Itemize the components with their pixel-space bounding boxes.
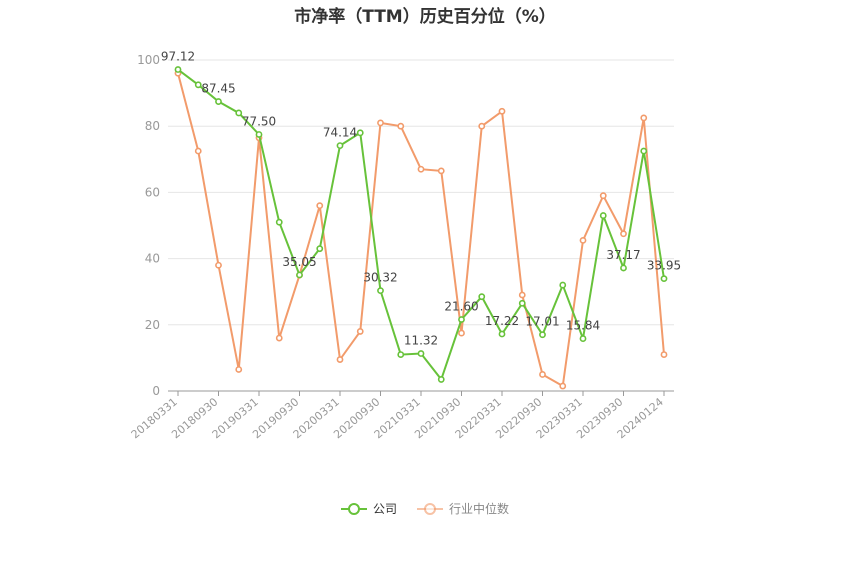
- data-point[interactable]: [437, 167, 445, 175]
- data-point[interactable]: [397, 351, 405, 358]
- data-point[interactable]: [397, 122, 405, 130]
- series-layer: [174, 66, 668, 390]
- data-point[interactable]: [518, 299, 526, 307]
- data-label: 87.45: [201, 82, 235, 96]
- data-label: 21.60: [444, 300, 478, 314]
- legend-item[interactable]: 行业中位数: [417, 500, 509, 517]
- data-labels: 97.12 87.45 77.50 35.05 74.14 30.32 11.32 21.60…: [161, 50, 681, 348]
- data-point[interactable]: [539, 371, 546, 378]
- data-label: 17.01: [525, 315, 559, 329]
- data-label: 77.50: [242, 114, 276, 128]
- data-point[interactable]: [377, 119, 384, 127]
- data-point[interactable]: [417, 165, 425, 173]
- data-point[interactable]: [660, 351, 668, 358]
- data-point[interactable]: [356, 129, 364, 137]
- data-label: 97.12: [161, 50, 195, 64]
- legend-item[interactable]: 公司: [340, 500, 397, 517]
- axes: 0204060801002018033120180930201903312019…: [129, 53, 674, 441]
- data-label: 30.32: [363, 271, 397, 285]
- data-point[interactable]: [377, 287, 384, 295]
- data-label: 15.84: [566, 319, 600, 333]
- data-point[interactable]: [579, 236, 587, 244]
- data-point[interactable]: [235, 109, 243, 117]
- y-tick-label: 20: [145, 318, 160, 332]
- data-point[interactable]: [640, 147, 648, 155]
- data-point[interactable]: [458, 316, 465, 323]
- data-point[interactable]: [478, 293, 486, 301]
- legend-label: 公司: [372, 502, 397, 516]
- data-point[interactable]: [620, 230, 627, 238]
- y-tick-label: 40: [145, 252, 160, 266]
- data-point[interactable]: [498, 107, 506, 115]
- data-point[interactable]: [316, 202, 324, 210]
- data-point[interactable]: [417, 350, 425, 357]
- y-tick-label: 0: [152, 384, 160, 398]
- data-label: 35.05: [282, 255, 316, 269]
- data-point[interactable]: [336, 356, 344, 363]
- data-point[interactable]: [275, 218, 283, 226]
- data-label: 74.14: [323, 126, 357, 140]
- data-label: 33.95: [647, 259, 681, 273]
- data-point[interactable]: [660, 275, 668, 283]
- data-point[interactable]: [336, 142, 344, 149]
- legend-label: 行业中位数: [449, 502, 510, 516]
- data-point[interactable]: [194, 81, 202, 89]
- data-point[interactable]: [194, 147, 202, 155]
- data-point[interactable]: [620, 264, 627, 272]
- data-point[interactable]: [215, 261, 222, 269]
- data-point[interactable]: [559, 281, 567, 289]
- legend: 公司 行业中位数: [0, 500, 850, 519]
- data-point[interactable]: [579, 335, 587, 342]
- data-label: 17.22: [485, 314, 519, 328]
- data-point[interactable]: [599, 212, 607, 219]
- data-point[interactable]: [215, 98, 222, 105]
- legend-symbol-icon: [417, 502, 443, 516]
- data-point[interactable]: [559, 382, 567, 390]
- data-point[interactable]: [275, 334, 283, 342]
- y-tick-label: 100: [137, 53, 160, 67]
- data-point[interactable]: [599, 192, 607, 200]
- legend-symbol-icon: [340, 502, 367, 516]
- chart-title: 市净率（TTM）历史百分位（%）: [294, 7, 556, 27]
- data-point[interactable]: [640, 114, 648, 122]
- y-tick-label: 80: [145, 119, 160, 133]
- data-point[interactable]: [296, 271, 303, 279]
- data-point[interactable]: [539, 331, 546, 339]
- data-point[interactable]: [255, 131, 263, 138]
- data-label: 11.32: [404, 334, 438, 348]
- data-point[interactable]: [458, 329, 465, 337]
- data-point[interactable]: [356, 328, 364, 335]
- data-point[interactable]: [174, 66, 182, 73]
- data-point[interactable]: [437, 376, 445, 383]
- y-tick-label: 60: [145, 185, 160, 199]
- grid-lines: [168, 59, 674, 326]
- data-point[interactable]: [235, 366, 243, 373]
- data-label: 37.17: [606, 248, 640, 262]
- data-point[interactable]: [498, 330, 506, 338]
- data-point[interactable]: [316, 245, 324, 253]
- data-point[interactable]: [518, 291, 526, 299]
- data-point[interactable]: [478, 122, 486, 130]
